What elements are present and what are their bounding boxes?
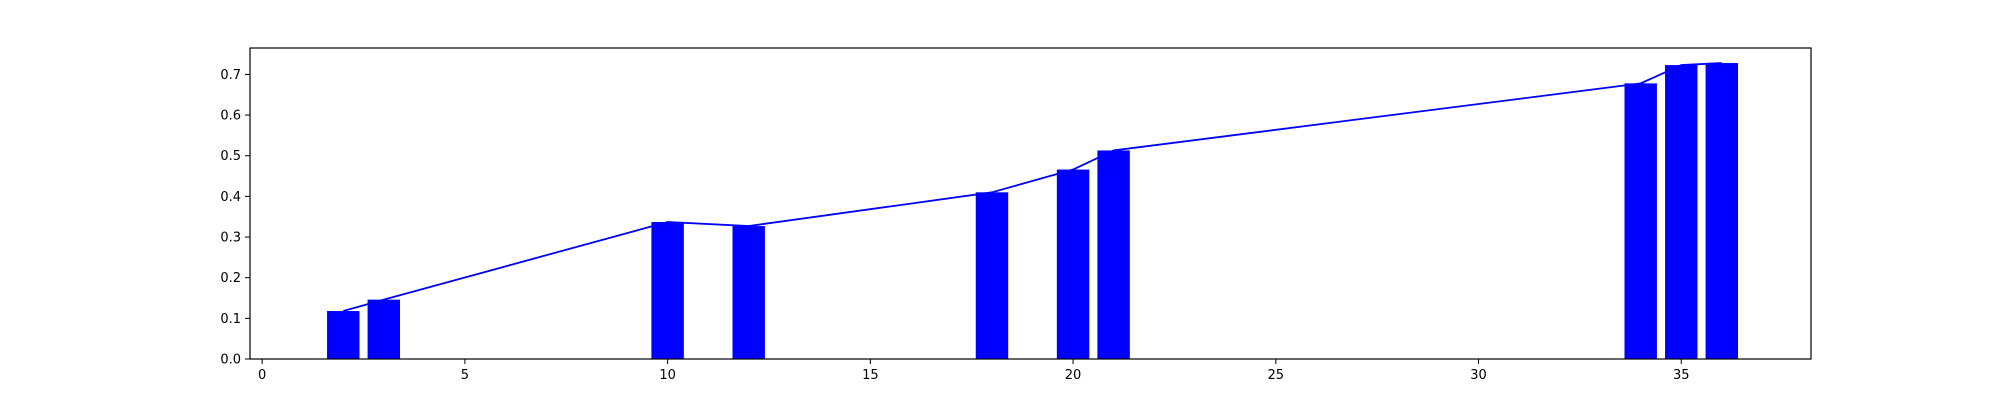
bar — [975, 192, 1009, 359]
x-tick-label: 15 — [862, 368, 879, 383]
x-tick-label: 20 — [1065, 368, 1082, 383]
x-tick-label: 30 — [1470, 368, 1487, 383]
bar — [327, 311, 360, 359]
x-tick-label: 10 — [659, 368, 676, 383]
x-tick-label: 25 — [1268, 368, 1285, 383]
bar — [1705, 63, 1739, 359]
bar — [367, 299, 401, 359]
y-tick-label: 0.6 — [220, 109, 241, 124]
bar — [1624, 83, 1657, 360]
y-tick-label: 0.5 — [220, 149, 241, 164]
x-axis: 0 5 10 15 20 25 30 35 — [258, 359, 1690, 383]
y-axis: 0.0 0.1 0.2 0.3 0.4 0.5 0.6 0.7 — [220, 68, 250, 368]
bar — [1056, 169, 1090, 359]
bars-layer — [327, 63, 1739, 360]
series-line — [343, 62, 1722, 312]
y-tick-label: 0.2 — [220, 271, 241, 286]
bar — [1665, 65, 1698, 359]
y-tick-label: 0.1 — [220, 312, 241, 327]
x-tick-label: 5 — [461, 368, 469, 383]
bar — [651, 222, 684, 359]
line-layer — [343, 62, 1722, 312]
y-tick-label: 0.7 — [220, 68, 241, 83]
y-tick-label: 0.0 — [220, 353, 241, 368]
plot-frame — [249, 47, 1812, 360]
bar — [1097, 150, 1130, 359]
y-tick-label: 0.4 — [220, 190, 241, 205]
bar — [732, 226, 765, 359]
x-tick-label: 35 — [1673, 368, 1690, 383]
y-tick-label: 0.3 — [220, 231, 241, 246]
x-tick-label: 0 — [258, 368, 266, 383]
